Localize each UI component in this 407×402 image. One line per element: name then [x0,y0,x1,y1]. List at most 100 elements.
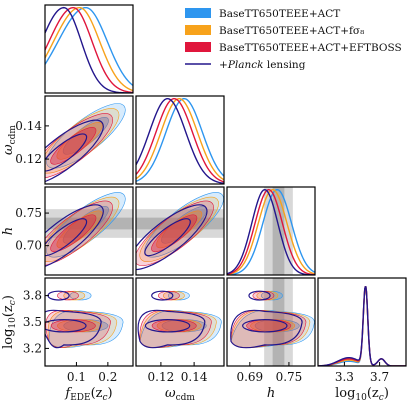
panel-fEDE-h [45,192,133,271]
diag-panel-h [227,187,315,275]
contour-3-1 [45,133,88,172]
panel-frame-0-1 [44,95,134,185]
h-band-inner [136,217,224,230]
x-tick-label-fEDE-0: 0.1 [67,370,86,384]
y-tick-label-omega_cdm-1: 0.14 [15,119,42,133]
contour-2-inner [50,319,96,333]
legend-label-2: BaseTT650TEEE+ACT+EFTBOSS [219,42,402,54]
curve-1-omega_cdm [136,97,224,181]
panel-omega_cdm-log10zc [137,290,222,349]
contour-3-0 [45,119,104,184]
panel-frame-1-1 [135,95,225,185]
contour-3-inner [242,319,288,333]
panel-frame-3-3 [317,277,407,367]
legend-item-3: +Planck lensing [185,59,306,71]
diag-panel-fEDE [45,6,133,93]
legend: BaseTT650TEEE+ACT BaseTT650TEEE+ACT+fσ₈ Ba… [185,8,402,71]
y-tick-label-log10zc-1: 3.5 [23,315,42,329]
y-label-log10zc: log10(zc) [1,295,18,349]
legend-swatch-0 [185,8,211,18]
x-label-fEDE: fEDE(zc) [64,386,112,402]
x-label-omega_cdm: ωcdm [165,386,195,402]
curve-0-omega_cdm [136,97,224,183]
y-tick-label-log10zc-2: 3.8 [23,289,42,303]
contour-3-outer [137,309,206,349]
panel-frame-1-3 [135,277,225,367]
contour-2-0 [136,200,214,266]
contour-3-outer [230,309,303,349]
y-tick-label-h-1: 0.75 [15,206,42,220]
legend-label-3: +Planck lensing [219,59,306,71]
legend-label-1: BaseTT650TEEE+ACT+fσ₈ [219,25,364,37]
legend-item-2: BaseTT650TEEE+ACT+EFTBOSS [185,42,402,54]
contour-0-island [261,290,283,301]
curve-0-log10zc [318,286,406,366]
curve-0-fEDE [45,6,133,87]
panel-frame-0-0 [44,4,134,94]
contour-3-island [151,290,174,301]
x-tick-label-fEDE-1: 0.2 [98,370,117,384]
panel-frame-0-2 [44,186,134,276]
curve-1-log10zc [318,286,406,366]
diag-panel-omega_cdm [136,97,224,184]
contour-3-0 [136,204,208,271]
y-tick-label-h-0: 0.70 [15,239,42,253]
curve-3-fEDE [45,6,133,93]
contour-3-1 [144,218,191,257]
x-tick-label-omega_cdm-0: 0.12 [148,370,175,384]
contour-0-island [168,290,190,301]
x-label-h: h [267,386,275,401]
panel-h-log10zc [230,278,315,366]
x-tick-label-omega_cdm-1: 0.14 [181,370,208,384]
contour-2-island [252,290,275,301]
legend-item-1: BaseTT650TEEE+ACT+fσ₈ [185,25,364,37]
curve-2-fEDE [45,6,133,93]
curve-2-h [227,188,315,275]
contour-0-island [69,290,92,301]
contour-2-island [57,290,79,301]
panel-fEDE-omega_cdm [45,103,126,184]
contour-3-inner [144,319,191,333]
panel-frame-2-3 [226,277,316,367]
contour-3-1 [45,218,88,257]
legend-swatch-1 [185,25,211,35]
x-tick-label-log10zc-1: 3.7 [370,370,389,384]
contour-3-island [248,290,271,301]
curve-3-log10zc [318,286,406,366]
y-label-omega_cdm: ωcdm [1,125,18,155]
legend-item-0: BaseTT650TEEE+ACT [185,8,340,20]
x-tick-label-log10zc-0: 3.3 [335,370,354,384]
contour-3-inner [45,319,87,333]
legend-swatch-2 [185,42,211,52]
contour-1-1 [56,210,103,249]
contour-2-1 [151,214,198,253]
contour-2-island [158,290,180,301]
curve-3-h [227,188,315,275]
y-tick-label-log10zc-0: 3.2 [23,341,42,355]
contour-2-0 [45,200,113,266]
panel-fEDE-log10zc [45,290,124,349]
curve-1-fEDE [45,6,133,92]
x-label-log10zc: log10(zc) [335,386,389,402]
y-label-h: h [1,227,16,235]
contour-2-1 [50,214,97,253]
curve-3-omega_cdm [136,97,224,184]
x-tick-label-h-0: 0.69 [236,370,263,384]
diag-panel-log10zc [318,286,406,366]
h-band-inner [272,187,285,275]
curve-2-log10zc [318,286,406,366]
panel-omega_cdm-h [136,192,224,271]
contour-1-0 [45,196,120,262]
curve-2-omega_cdm [136,97,224,183]
h-band-inner-v [272,278,285,366]
y-tick-label-omega_cdm-0: 0.12 [15,152,42,166]
contour-2-inner [246,319,292,333]
contour-1-island [163,290,185,301]
legend-label-0: BaseTT650TEEE+ACT [219,8,340,20]
panel-frame-1-2 [135,186,225,276]
h-band-inner [45,217,133,230]
x-tick-label-h-1: 0.75 [276,370,303,384]
panel-frame-2-2 [226,186,316,276]
contour-3-0 [45,204,104,271]
